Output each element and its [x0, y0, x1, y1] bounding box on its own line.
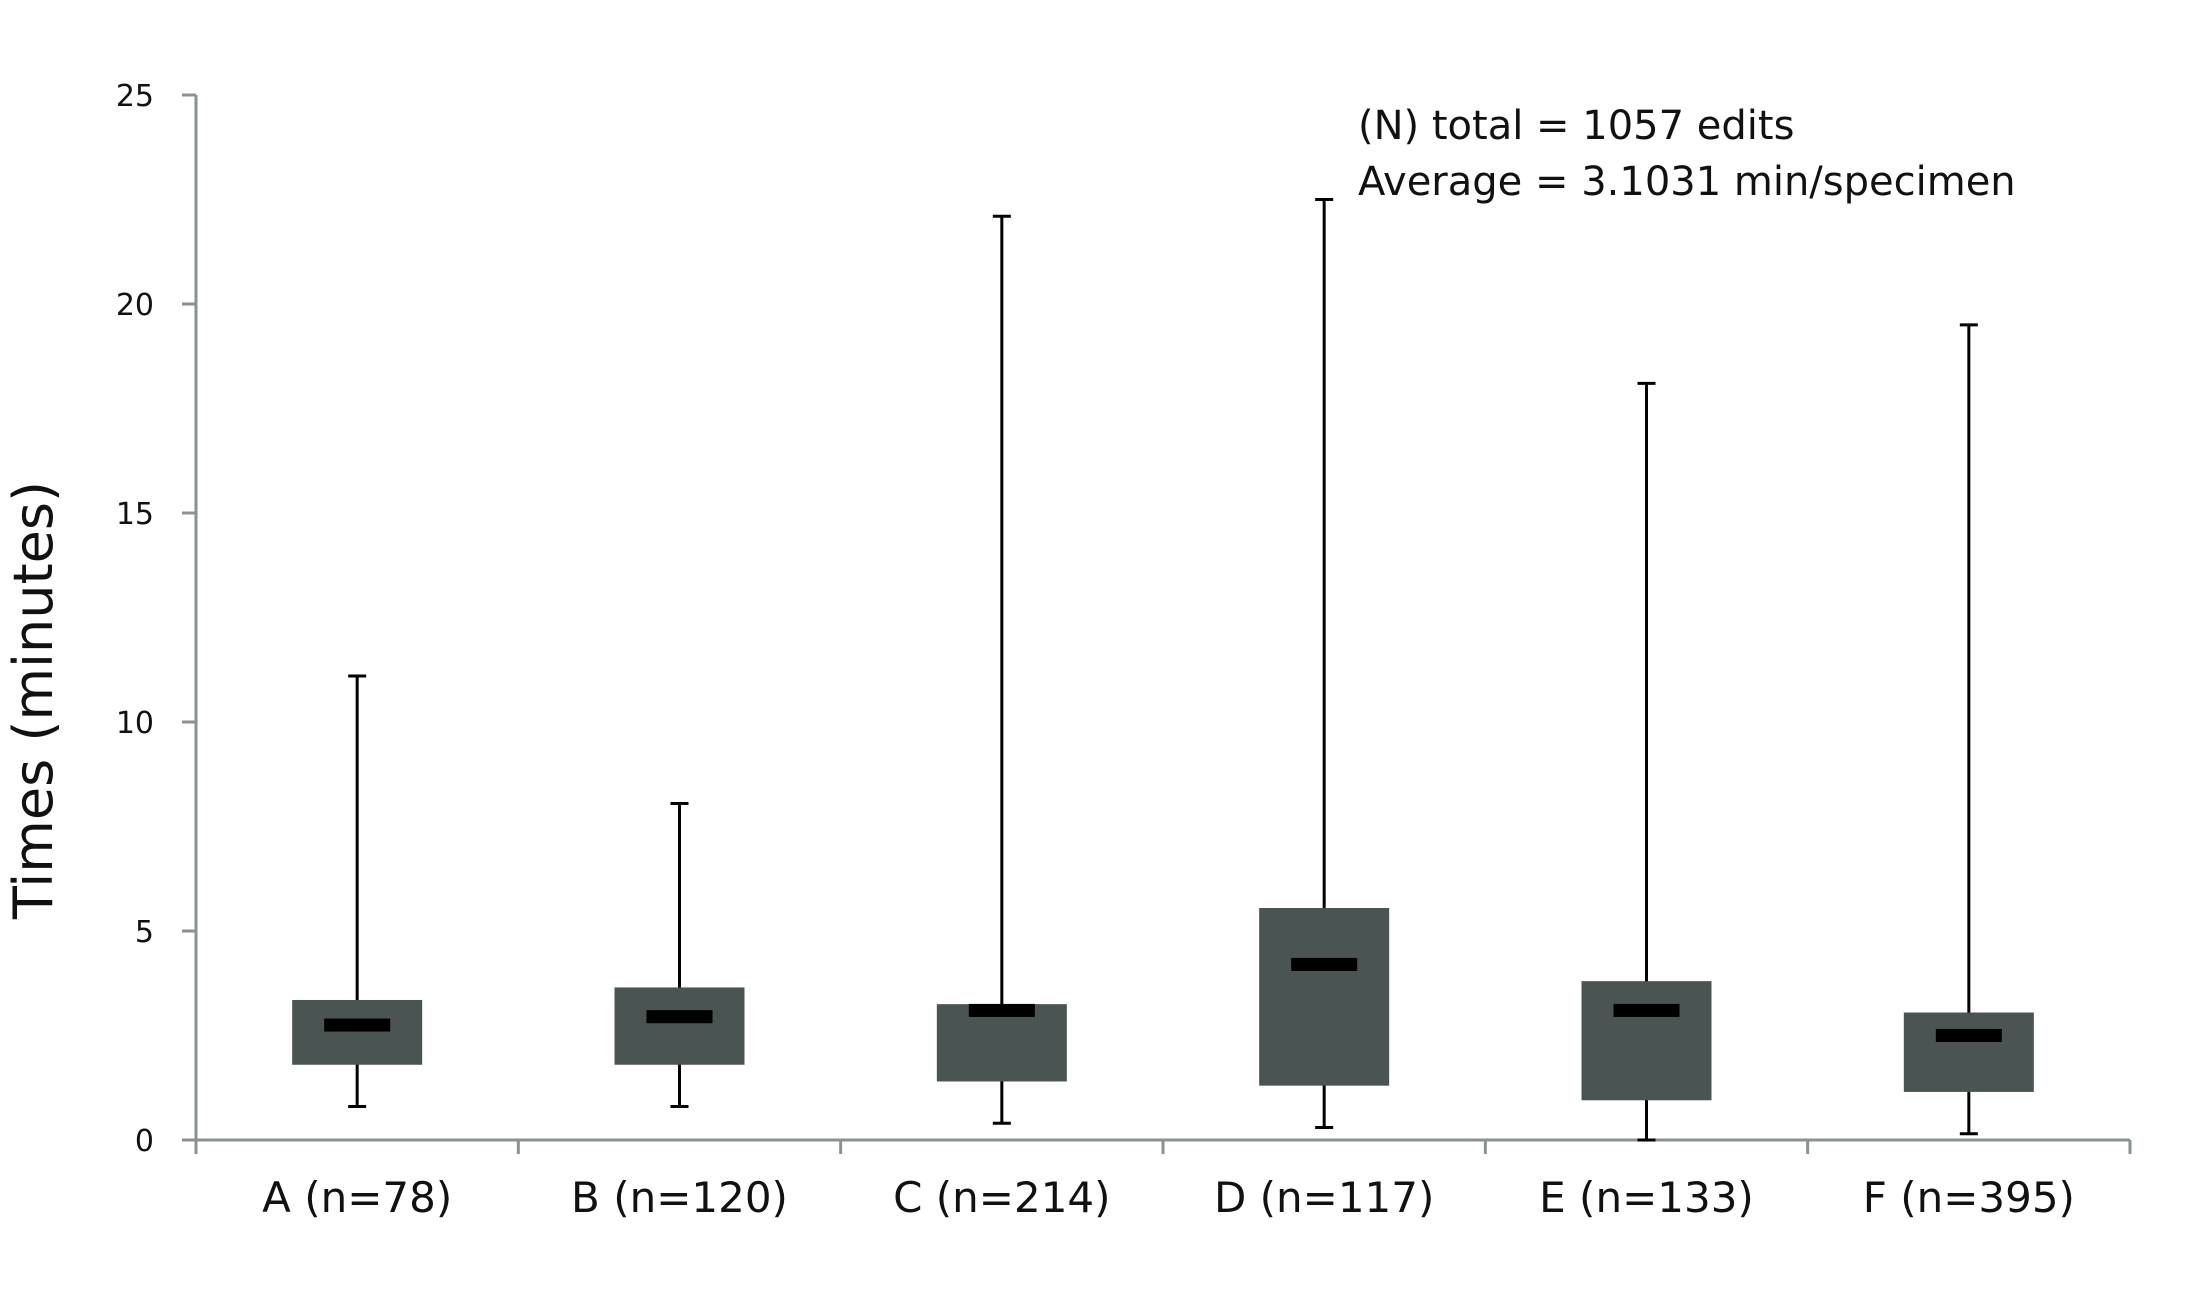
x-tick-labels: A (n=78) B (n=120) C (n=214) D (n=117) E (n=…	[262, 1173, 2075, 1222]
median-bar	[1935, 1029, 2002, 1042]
box-a	[292, 674, 423, 1109]
iqr-box	[1903, 1012, 2034, 1092]
x-category-label: A (n=78)	[262, 1173, 452, 1222]
axes	[194, 95, 2132, 1154]
iqr-box	[292, 999, 423, 1065]
box-b	[614, 802, 745, 1109]
y-ticks: 0 5 10 15 20 25	[116, 79, 196, 1159]
box-d	[1259, 198, 1390, 1129]
x-category-label: E (n=133)	[1539, 1173, 1754, 1222]
iqr-box	[1581, 981, 1712, 1101]
annotation-average: Average = 3.1031 min/specimen	[1358, 159, 2016, 205]
y-tick-label: 20	[116, 288, 154, 323]
y-tick-label: 15	[116, 497, 154, 532]
iqr-box	[614, 987, 745, 1065]
median-bar	[324, 1018, 391, 1032]
x-category-label: D (n=117)	[1214, 1173, 1434, 1222]
median-bar	[968, 1003, 1035, 1017]
box-c	[936, 214, 1067, 1125]
x-category-label: F (n=395)	[1863, 1173, 2075, 1222]
y-tick-label: 10	[116, 706, 154, 741]
x-category-label: C (n=214)	[893, 1173, 1110, 1222]
box-f	[1903, 323, 2034, 1136]
box-e	[1581, 381, 1712, 1142]
y-tick-label: 25	[116, 79, 154, 114]
median-bar	[1291, 957, 1358, 971]
y-tick-label: 0	[135, 1124, 154, 1159]
y-axis-title: Times (minutes)	[2, 481, 65, 920]
y-tick-label: 5	[135, 915, 154, 950]
median-bar	[646, 1010, 713, 1024]
x-category-label: B (n=120)	[571, 1173, 788, 1222]
annotation-total: (N) total = 1057 edits	[1358, 103, 1794, 149]
median-bar	[1613, 1003, 1680, 1017]
iqr-box	[936, 1004, 1067, 1082]
iqr-box	[1259, 908, 1390, 1086]
boxes	[292, 198, 2034, 1142]
